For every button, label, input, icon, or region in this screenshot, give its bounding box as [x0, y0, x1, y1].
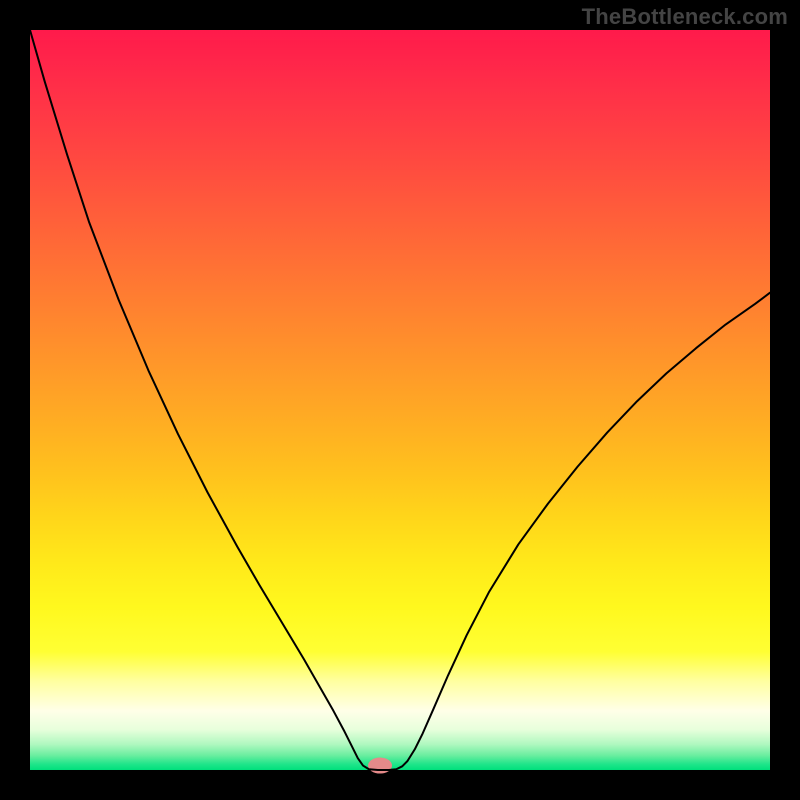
- plot-background: [30, 30, 770, 770]
- minimum-marker: [368, 758, 392, 774]
- watermark-text: TheBottleneck.com: [582, 4, 788, 30]
- chart-stage: TheBottleneck.com: [0, 0, 800, 800]
- chart-svg: [0, 0, 800, 800]
